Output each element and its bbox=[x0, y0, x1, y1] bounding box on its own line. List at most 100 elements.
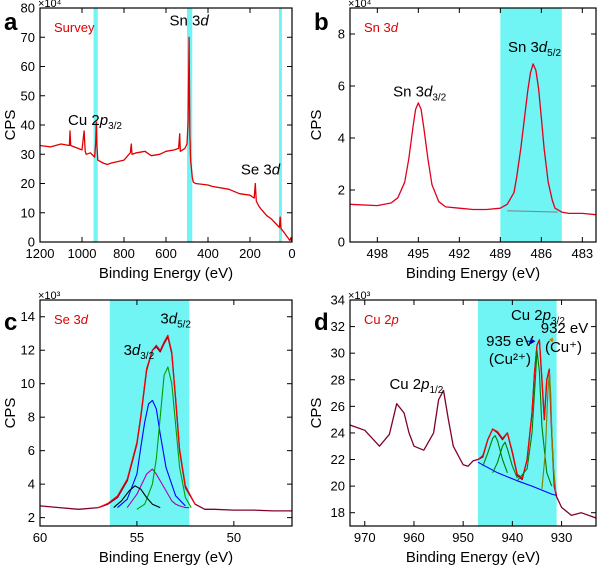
y-tick-label: 22 bbox=[331, 452, 345, 467]
y-tick-label: 50 bbox=[21, 88, 35, 103]
y-tick-label: 4 bbox=[28, 477, 35, 492]
peak-label-orbital: d bbox=[132, 342, 141, 359]
panel-d: 970 960 950 940 930 18 20 22 24 26 28 30 32 34 Binding… bbox=[308, 290, 597, 566]
peak-label-orbital: p bbox=[542, 307, 551, 324]
x-tick-label: 940 bbox=[502, 530, 524, 545]
peak-label-sub: 5/2 bbox=[547, 48, 561, 59]
plot-frame bbox=[39, 299, 293, 527]
y-tick-label: 20 bbox=[331, 479, 345, 494]
y-tick-label: 32 bbox=[331, 319, 345, 334]
peak-label-sub: 3/2 bbox=[551, 316, 565, 327]
x-tick-label: 400 bbox=[197, 246, 219, 261]
y-tick-label: 6 bbox=[338, 79, 345, 94]
peak-label-orbital: p bbox=[420, 376, 429, 393]
peak-label-orbital: d bbox=[424, 83, 433, 100]
series-line-0 bbox=[350, 63, 596, 216]
x-tick-label: 483 bbox=[571, 246, 593, 261]
y-axis-title: CPS bbox=[2, 398, 19, 429]
highlight-band-0 bbox=[500, 8, 562, 242]
x-tick-label: 498 bbox=[366, 246, 388, 261]
series-line-1 bbox=[507, 210, 558, 213]
y-tick-label: 28 bbox=[331, 372, 345, 387]
series-line-6 bbox=[541, 372, 557, 492]
x-tick-label: 930 bbox=[551, 530, 573, 545]
x-tick-label: 1000 bbox=[68, 246, 97, 261]
y-tick-label: 8 bbox=[28, 410, 35, 425]
peak-label-main: Sn 3 bbox=[508, 39, 539, 56]
y-multiplier: ×10⁴ bbox=[348, 0, 372, 10]
peak-label-main: Se 3 bbox=[241, 162, 272, 179]
y-tick-label: 60 bbox=[21, 59, 35, 74]
x-axis-title: Binding Energy (eV) bbox=[99, 549, 233, 566]
x-tick-label: 489 bbox=[489, 246, 511, 261]
x-tick-label: 55 bbox=[130, 530, 144, 545]
x-axis-title: Binding Energy (eV) bbox=[99, 265, 233, 282]
panel-c: 60 55 50 2 4 6 8 10 12 14 Binding Energy (eV) CPS ×1… bbox=[2, 290, 293, 566]
panel-a: 1200 1000 800 600 400 200 0 0 10 20 30 40 50 60 70 80 Bi… bbox=[2, 0, 296, 282]
panel-tag-main: Sn 3 bbox=[364, 20, 391, 35]
panel-tag-orbital: d bbox=[81, 312, 89, 327]
series-line-1 bbox=[97, 334, 196, 509]
panel-tag-orbital: p bbox=[390, 312, 398, 327]
panel-letter: c bbox=[4, 309, 17, 336]
cu1-ion-label: (Cu⁺) bbox=[545, 339, 582, 356]
series-line-2 bbox=[477, 461, 557, 496]
x-tick-label: 495 bbox=[407, 246, 429, 261]
x-tick-label: 1200 bbox=[26, 246, 55, 261]
series-line-0 bbox=[40, 36, 292, 242]
peak-label-sub: 3/2 bbox=[432, 92, 446, 103]
cu2-energy-label: 935 eV bbox=[486, 333, 534, 350]
panel-letter: a bbox=[4, 9, 18, 36]
y-axis-title: CPS bbox=[308, 110, 325, 141]
y-tick-label: 2 bbox=[28, 510, 35, 525]
y-tick-label: 14 bbox=[21, 309, 35, 324]
y-tick-label: 8 bbox=[338, 27, 345, 42]
panel-tag: Se 3d bbox=[54, 312, 89, 327]
x-tick-label: 600 bbox=[155, 246, 177, 261]
series-group bbox=[350, 339, 596, 519]
peak-label-main: Cu 2 bbox=[511, 307, 543, 324]
peak-label-orbital: d bbox=[272, 162, 281, 179]
y-tick-label: 12 bbox=[21, 343, 35, 358]
panel-tag-main: Cu 2 bbox=[364, 312, 391, 327]
panel-tag: Cu 2p bbox=[364, 312, 399, 327]
peak-label-sub: 3/2 bbox=[140, 351, 154, 362]
peak-label-d32: Sn 3d3/2 bbox=[393, 83, 447, 103]
peak-label-d32: 3d3/2 bbox=[124, 342, 155, 362]
panel-b: 498 495 492 489 486 483 0 2 4 6 8 Binding Energy (e… bbox=[308, 0, 597, 282]
x-tick-label: 970 bbox=[354, 530, 376, 545]
panel-tag: Sn 3d bbox=[364, 20, 399, 35]
series-group bbox=[350, 63, 596, 216]
y-tick-label: 26 bbox=[331, 399, 345, 414]
peak-label-sub: 1/2 bbox=[429, 385, 443, 396]
y-tick-label: 18 bbox=[331, 505, 345, 520]
y-tick-label: 40 bbox=[21, 118, 35, 133]
peak-label-p32: Cu 2p3/2 bbox=[511, 307, 565, 327]
x-axis-title: Binding Energy (eV) bbox=[406, 549, 540, 566]
peak-label-main: Sn 3 bbox=[169, 13, 200, 30]
y-tick-label: 2 bbox=[338, 183, 345, 198]
cu1-arrow-head bbox=[548, 337, 553, 343]
x-tick-label: 60 bbox=[33, 530, 47, 545]
plot-frame bbox=[349, 7, 597, 243]
series-line-5 bbox=[113, 485, 161, 509]
y-axis-title: CPS bbox=[2, 110, 19, 141]
peak-label-main: Cu 2 bbox=[68, 112, 100, 129]
y-tick-label: 80 bbox=[21, 1, 35, 16]
x-tick-label: 200 bbox=[239, 246, 261, 261]
panel-tag-main: Se 3 bbox=[54, 312, 81, 327]
x-tick-label: 50 bbox=[227, 530, 241, 545]
series-line-0 bbox=[350, 339, 596, 519]
series-line-2 bbox=[117, 399, 186, 509]
y-multiplier: ×10³ bbox=[348, 290, 371, 302]
x-axis-title: Binding Energy (eV) bbox=[406, 265, 540, 282]
x-tick-label: 492 bbox=[448, 246, 470, 261]
series-line-1 bbox=[477, 339, 558, 496]
peak-label-sn: Sn 3d bbox=[169, 13, 209, 30]
y-tick-label: 24 bbox=[331, 425, 345, 440]
y-tick-label: 4 bbox=[338, 131, 345, 146]
peak-label-sub: 5/2 bbox=[177, 319, 191, 330]
x-tick-label: 960 bbox=[403, 530, 425, 545]
peak-label-se: Se 3d bbox=[241, 162, 281, 179]
